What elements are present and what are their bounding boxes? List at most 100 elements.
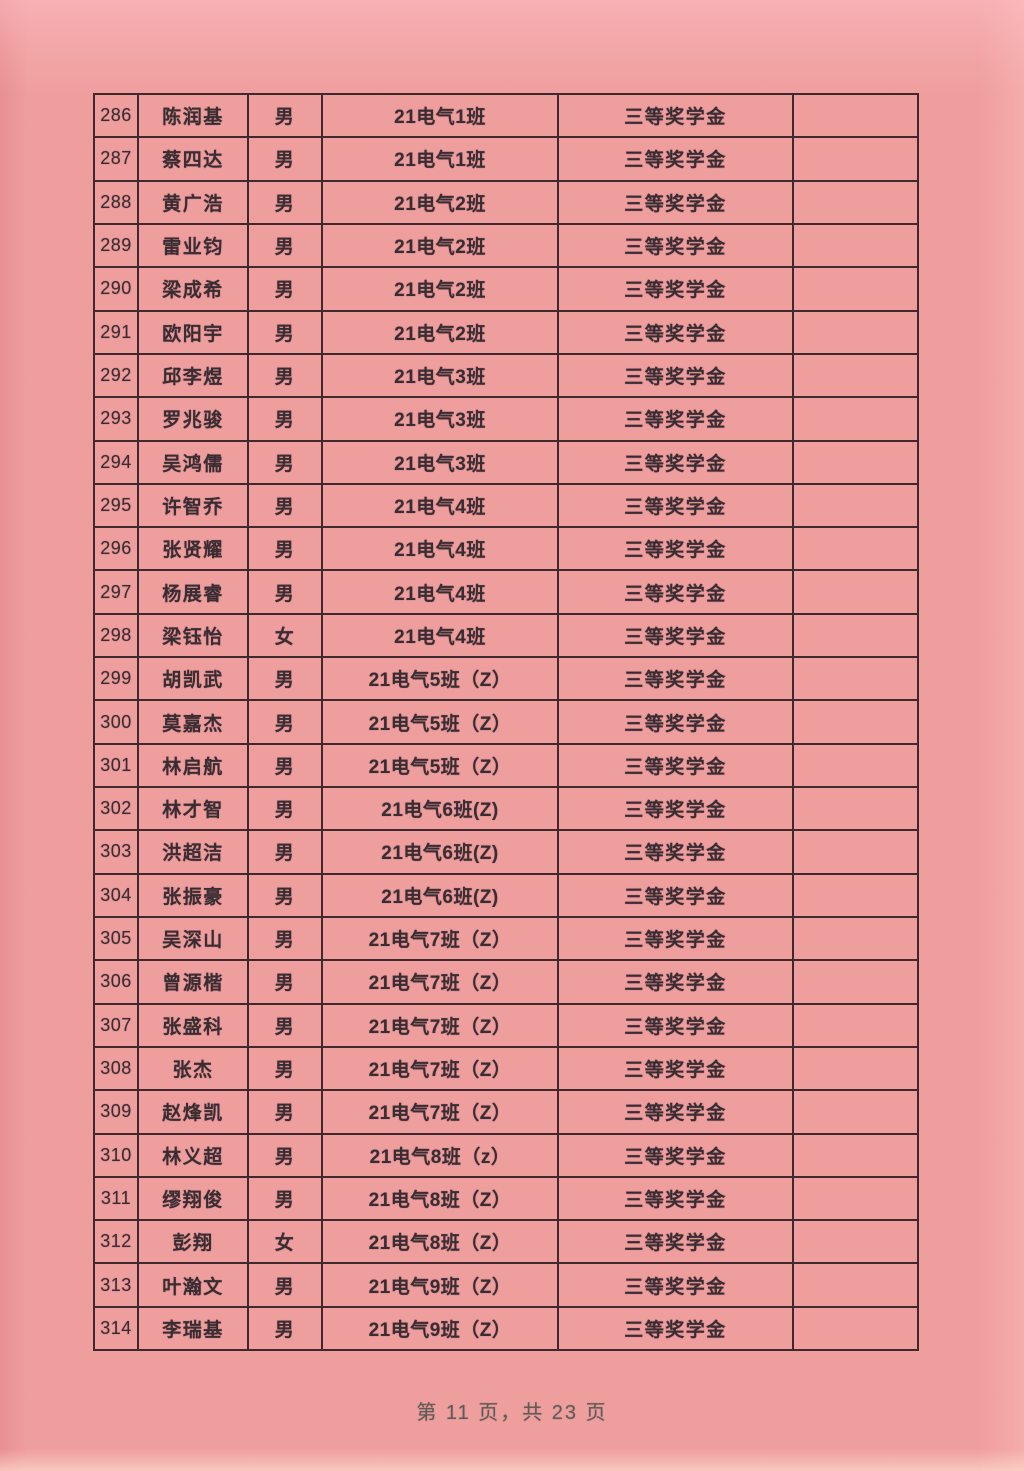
- award-name: 三等奖学金: [559, 181, 794, 223]
- remark: [794, 571, 917, 612]
- row-number: 301: [95, 744, 139, 786]
- table-row: 288 黄广浩男 21电气2班 三等奖学金: [95, 181, 917, 225]
- remark: [794, 528, 917, 569]
- class-name: 21电气7班（Z）: [323, 917, 559, 960]
- student-name: 林才智: [139, 788, 249, 830]
- student-name: 梁钰怡: [139, 614, 249, 657]
- row-number: 296: [95, 528, 139, 570]
- page-footer: 第 11 页，共 23 页: [416, 1402, 608, 1424]
- table-row: 295 许智乔男 21电气4班 三等奖学金: [95, 484, 917, 529]
- student-name: 林启航: [139, 744, 249, 786]
- row-number: 313: [95, 1264, 139, 1306]
- class-name: 21电气8班（Z）: [323, 1177, 559, 1220]
- award-name: 三等奖学金: [559, 1134, 794, 1176]
- award-name: 三等奖学金: [559, 744, 794, 786]
- student-name: 罗兆骏: [139, 398, 249, 440]
- gender: 男: [249, 354, 323, 397]
- class-name: 21电气4班: [323, 614, 559, 657]
- row-number: 310: [95, 1134, 139, 1176]
- award-name: 三等奖学金: [559, 917, 794, 960]
- class-name: 21电气1班: [323, 138, 559, 180]
- table-row: 294 吴鸿儒男 21电气3班 三等奖学金: [95, 441, 917, 485]
- table-row: 305 吴深山男 21电气7班（Z） 三等奖学金: [95, 917, 917, 962]
- table-row: 298 梁钰怡女 21电气4班 三等奖学金: [95, 614, 917, 659]
- gender: 男: [249, 1177, 323, 1220]
- student-name: 张盛科: [139, 1004, 249, 1046]
- gender: 男: [249, 961, 323, 1003]
- remark: [794, 875, 917, 916]
- remark: [794, 355, 917, 396]
- class-name: 21电气2班: [323, 311, 559, 353]
- row-number: 303: [95, 831, 139, 873]
- class-name: 21电气6班(Z): [323, 831, 559, 873]
- gender: 男: [249, 874, 323, 916]
- class-name: 21电气5班（Z）: [323, 701, 559, 743]
- award-name: 三等奖学金: [559, 484, 794, 527]
- remark: [794, 1135, 917, 1176]
- class-name: 21电气6班(Z): [323, 874, 559, 916]
- row-number: 314: [95, 1307, 139, 1350]
- gender: 男: [249, 1004, 323, 1046]
- class-name: 21电气2班: [323, 268, 559, 310]
- student-name: 雷业钧: [139, 224, 249, 267]
- gender: 男: [249, 831, 323, 873]
- remark: [794, 1264, 917, 1305]
- remark: [794, 1091, 917, 1132]
- student-name: 陈润基: [139, 95, 249, 137]
- row-number: 289: [95, 224, 139, 267]
- gender: 男: [249, 1264, 323, 1306]
- class-name: 21电气7班（Z）: [323, 1047, 559, 1090]
- row-number: 311: [95, 1177, 139, 1220]
- gender: 男: [249, 917, 323, 960]
- row-number: 293: [95, 398, 139, 440]
- table-row: 292 邱李煜男 21电气3班 三等奖学金: [95, 354, 917, 399]
- award-name: 三等奖学金: [559, 138, 794, 180]
- gender: 女: [249, 1221, 323, 1263]
- student-name: 张杰: [139, 1047, 249, 1090]
- class-name: 21电气9班（Z）: [323, 1264, 559, 1306]
- gender: 男: [249, 1047, 323, 1090]
- row-number: 309: [95, 1091, 139, 1133]
- table-row: 303 洪超洁男 21电气6班(Z) 三等奖学金: [95, 831, 917, 875]
- remark: [794, 701, 917, 742]
- table-row: 314 李瑞基男 21电气9班（Z） 三等奖学金: [95, 1307, 917, 1350]
- gender: 男: [249, 744, 323, 786]
- award-name: 三等奖学金: [559, 354, 794, 397]
- award-name: 三等奖学金: [559, 701, 794, 743]
- class-name: 21电气8班（Z）: [323, 1221, 559, 1263]
- row-number: 305: [95, 917, 139, 960]
- class-name: 21电气6班(Z): [323, 788, 559, 830]
- row-number: 312: [95, 1221, 139, 1263]
- class-name: 21电气4班: [323, 484, 559, 527]
- remark: [794, 268, 917, 309]
- student-name: 胡凯武: [139, 658, 249, 700]
- remark: [794, 788, 917, 829]
- row-number: 307: [95, 1004, 139, 1046]
- class-name: 21电气3班: [323, 398, 559, 440]
- student-name: 林义超: [139, 1134, 249, 1176]
- student-name: 梁成希: [139, 268, 249, 310]
- award-name: 三等奖学金: [559, 95, 794, 137]
- award-name: 三等奖学金: [559, 528, 794, 570]
- remark: [794, 918, 917, 959]
- table-row: 290 梁成希男 21电气2班 三等奖学金: [95, 268, 917, 312]
- award-name: 三等奖学金: [559, 1004, 794, 1046]
- gender: 男: [249, 1307, 323, 1350]
- award-name: 三等奖学金: [559, 311, 794, 353]
- student-name: 赵烽凯: [139, 1091, 249, 1133]
- row-number: 286: [95, 95, 139, 137]
- table-row: 312 彭翔女 21电气8班（Z） 三等奖学金: [95, 1221, 917, 1265]
- class-name: 21电气1班: [323, 95, 559, 137]
- gender: 男: [249, 1134, 323, 1176]
- class-name: 21电气9班（Z）: [323, 1307, 559, 1350]
- remark: [794, 1221, 917, 1262]
- table-row: 313 叶瀚文男 21电气9班（Z） 三等奖学金: [95, 1264, 917, 1308]
- table-row: 287 蔡四达男 21电气1班 三等奖学金: [95, 138, 917, 182]
- student-name: 张振豪: [139, 874, 249, 916]
- student-name: 欧阳宇: [139, 311, 249, 353]
- table-row: 310 林义超男 21电气8班（z） 三等奖学金: [95, 1134, 917, 1178]
- student-name: 黄广浩: [139, 181, 249, 223]
- remark: [794, 658, 917, 699]
- row-number: 308: [95, 1047, 139, 1090]
- student-name: 洪超洁: [139, 831, 249, 873]
